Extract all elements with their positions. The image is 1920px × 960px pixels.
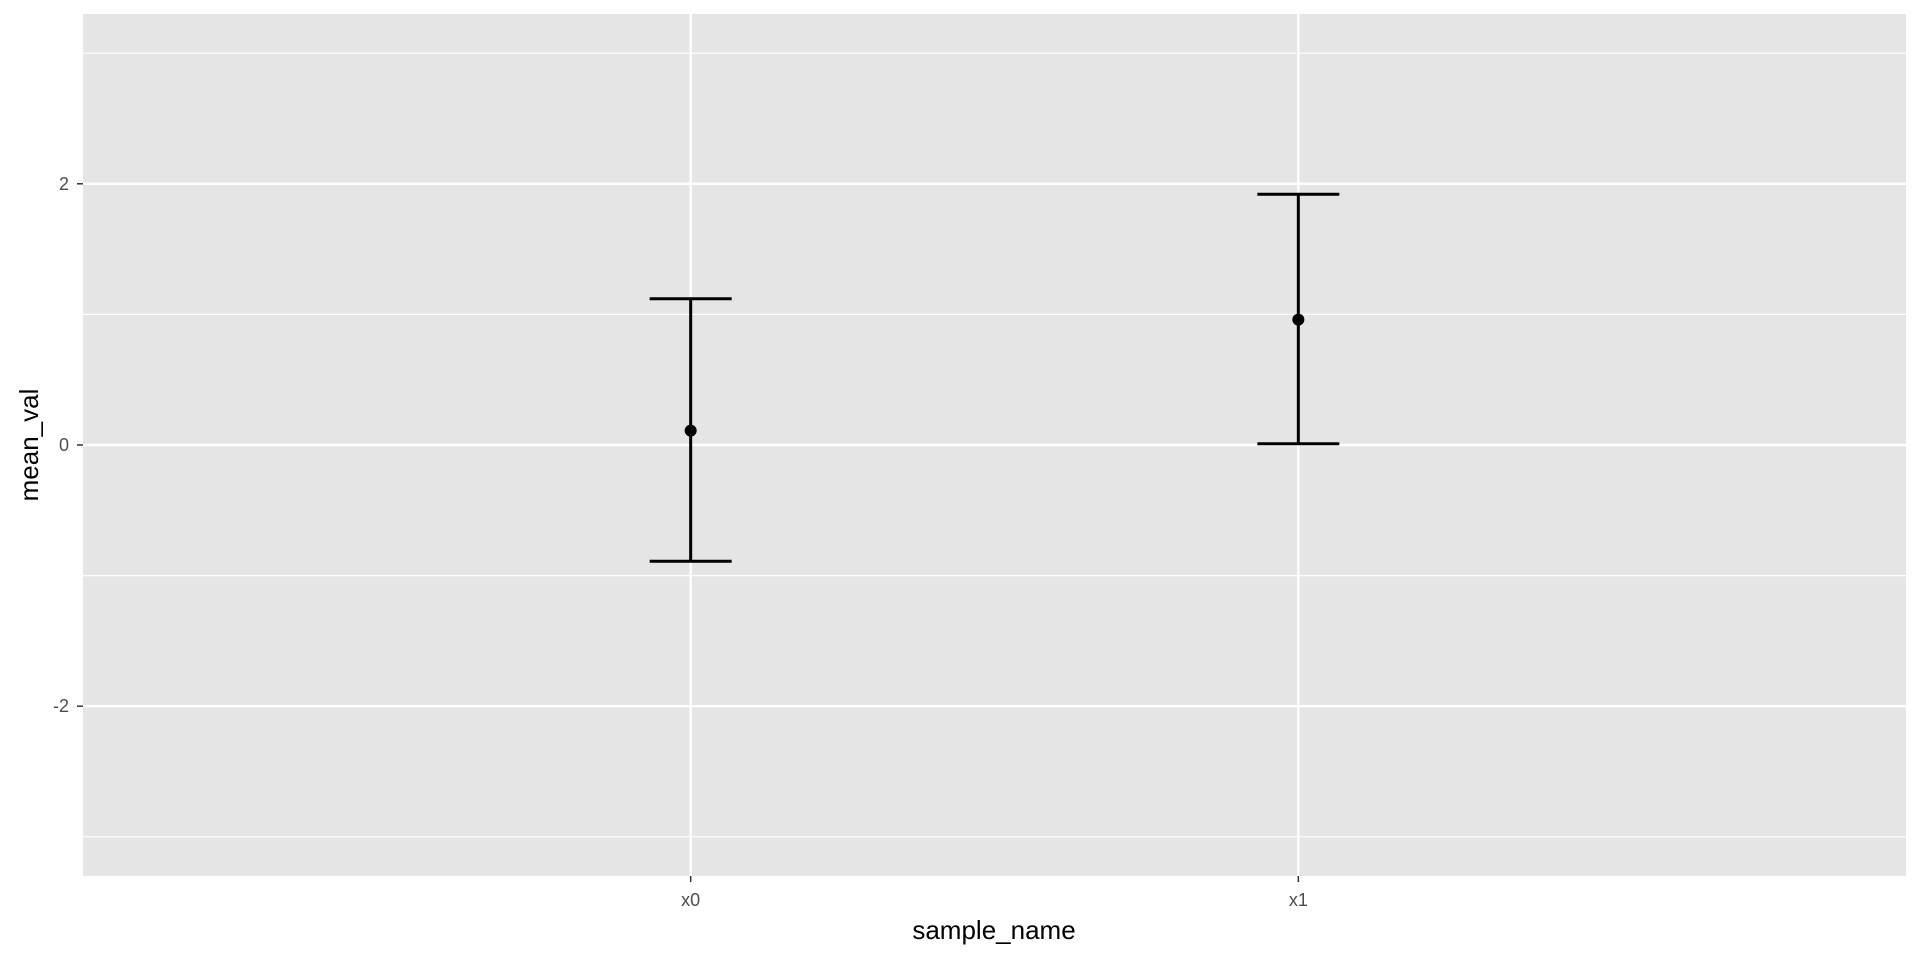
x-axis-ticks: x0 x1 [681, 876, 1308, 910]
x-tick-label: x0 [681, 890, 700, 910]
y-axis-ticks: -2 0 2 [53, 174, 83, 716]
chart-marks [649, 192, 1340, 563]
mean-point [684, 424, 697, 437]
y-tick-label: 0 [59, 435, 69, 455]
grid-lines [83, 14, 1906, 876]
mean-point [1292, 313, 1305, 326]
x-tick-label: x1 [1289, 890, 1308, 910]
y-tick-label: 2 [59, 174, 69, 194]
x-axis-title: sample_name [912, 915, 1075, 945]
y-axis-title: mean_val [14, 389, 44, 502]
y-tick-label: -2 [53, 696, 69, 716]
